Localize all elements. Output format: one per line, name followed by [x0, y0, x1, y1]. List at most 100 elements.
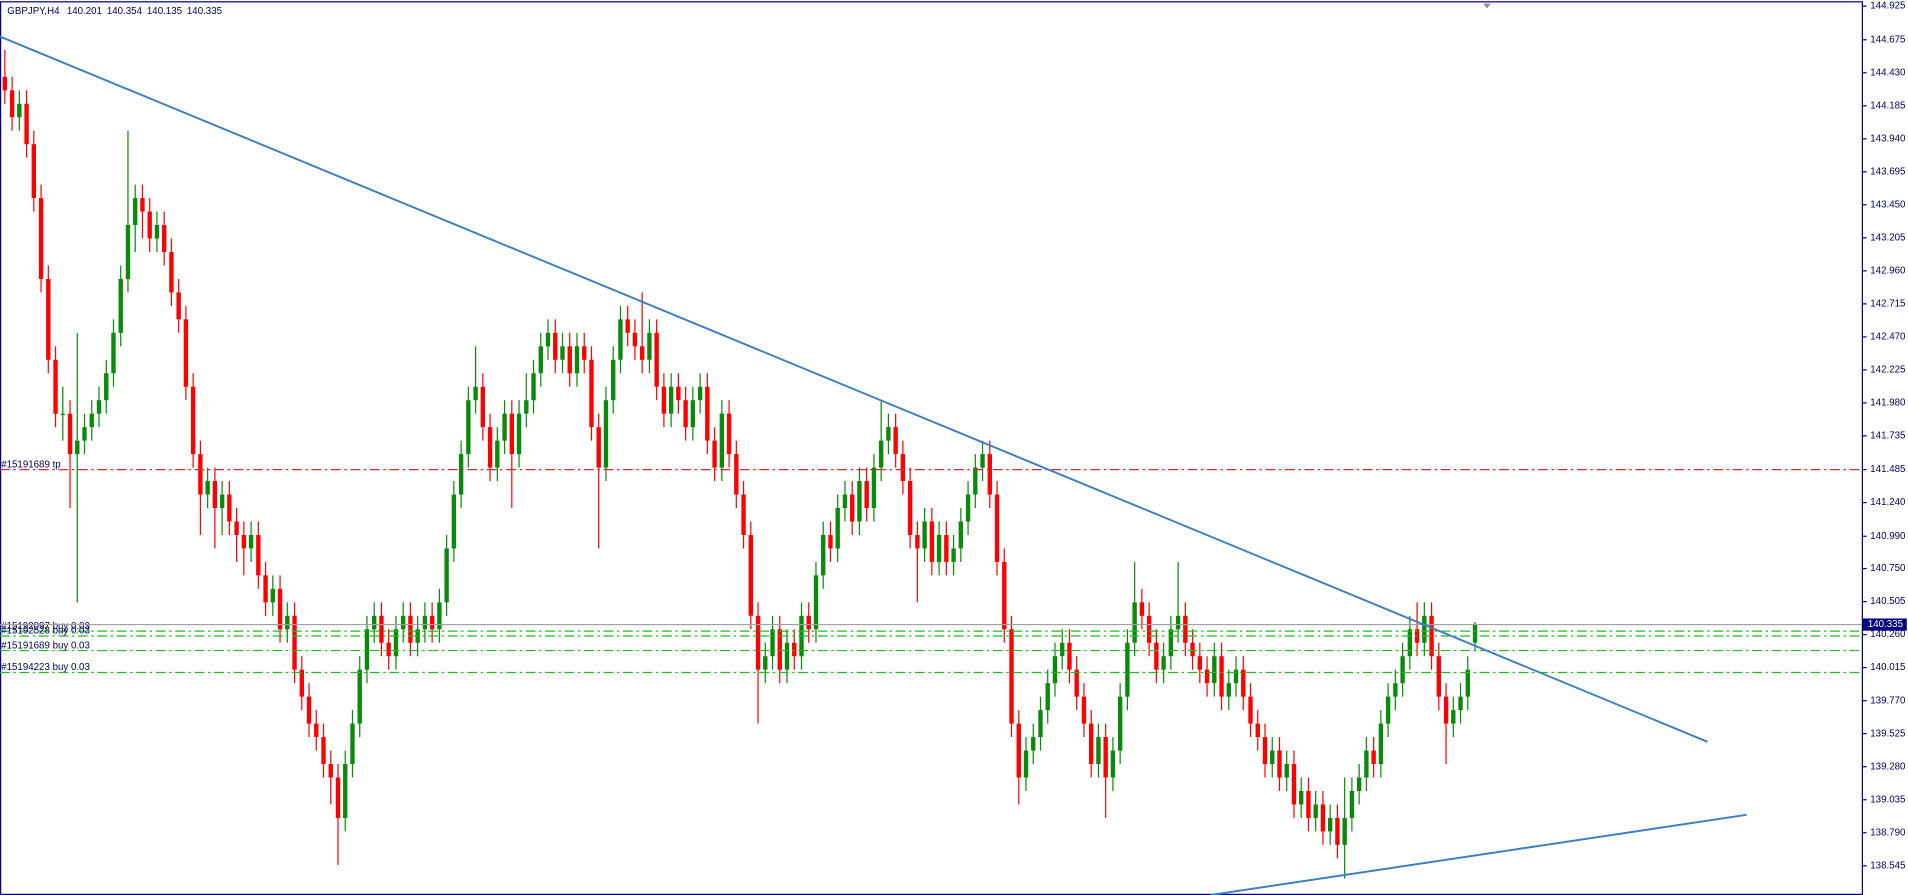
candle-body: [277, 588, 283, 630]
candle-body: [1161, 656, 1166, 670]
candle-body: [466, 400, 471, 455]
candle-body: [285, 615, 290, 630]
y-tick-label: 141.735: [1870, 430, 1905, 441]
candle-body: [480, 386, 486, 428]
candle-body: [212, 481, 218, 509]
candle-body: [1248, 696, 1253, 724]
candle-body: [1313, 804, 1318, 818]
candle-body: [133, 198, 138, 226]
candle-body: [1045, 683, 1050, 711]
y-tick-label: 139.280: [1870, 761, 1906, 772]
high: 140.354: [107, 6, 143, 17]
candle-body: [321, 737, 326, 765]
candle-body: [1371, 750, 1376, 765]
y-tick-label: 144.430: [1870, 67, 1906, 78]
candle-body: [67, 413, 73, 455]
candle-body: [393, 629, 399, 657]
candle-body: [408, 615, 413, 643]
candle-body: [690, 400, 696, 428]
candle-body: [1451, 710, 1456, 724]
candle-body: [1052, 656, 1058, 684]
candle-body: [611, 359, 616, 401]
candle-body: [980, 454, 985, 468]
trendline: [1210, 813, 1747, 895]
candle-body: [1400, 656, 1405, 684]
candle-body: [364, 629, 370, 670]
candle-body: [24, 103, 29, 145]
candle-body: [299, 669, 304, 697]
order-label: #15191689 buy 0.03: [1, 640, 90, 651]
candle-body: [1255, 723, 1260, 738]
candle-body: [792, 642, 797, 657]
candle-body: [567, 346, 572, 374]
candle-body: [176, 292, 181, 320]
candle-body: [574, 346, 580, 374]
candle-body: [618, 319, 623, 360]
candle-body: [697, 386, 703, 401]
candle-body: [118, 278, 123, 333]
y-tick-label: 142.960: [1870, 265, 1906, 276]
candle-body: [379, 615, 384, 643]
candle-body: [545, 332, 551, 347]
plot-frame: [0, 1, 1863, 895]
candle-body: [1067, 642, 1072, 670]
candle-body: [451, 494, 457, 549]
y-tick-label: 140.750: [1870, 563, 1906, 574]
candle-body: [1458, 696, 1463, 711]
candle-body: [437, 602, 442, 630]
candle-body: [104, 373, 109, 401]
candle-body: [1023, 750, 1029, 778]
candle-body: [60, 413, 65, 415]
candle-body: [198, 454, 203, 495]
y-tick-label: 142.225: [1870, 364, 1905, 375]
candle-body: [147, 211, 152, 239]
candle-body: [864, 481, 869, 509]
candle-body: [1299, 790, 1304, 805]
candle-body: [1335, 817, 1340, 845]
price-box: [1862, 618, 1907, 631]
candle-body: [1125, 642, 1130, 697]
candle-body: [1060, 642, 1065, 657]
candle-body: [53, 359, 58, 414]
candle-body: [17, 103, 22, 118]
y-tick-label: 140.505: [1870, 596, 1905, 607]
candle-body: [335, 777, 341, 818]
candle-body: [777, 629, 782, 670]
candle-body: [965, 494, 971, 522]
candle-body: [234, 521, 239, 535]
candle-body: [357, 669, 362, 724]
candle-body: [922, 521, 927, 549]
order-label: #15192528 buy 0.03: [1, 626, 90, 637]
y-tick-label: 140.260: [1870, 629, 1906, 640]
candle-body: [1342, 817, 1347, 845]
candle-body: [1262, 737, 1268, 765]
candle-body: [813, 575, 819, 630]
candle-body: [82, 427, 87, 441]
candle-body: [1385, 696, 1391, 724]
candle-body: [1132, 602, 1137, 643]
candle-body: [726, 413, 732, 455]
y-tick-label: 142.470: [1870, 331, 1906, 342]
candle-body: [1183, 615, 1188, 643]
candle-body: [1016, 723, 1021, 778]
shift-marker: [1483, 3, 1491, 9]
y-tick-label: 140.015: [1870, 662, 1905, 673]
candle-body: [1429, 615, 1434, 657]
candle-body: [1038, 710, 1043, 738]
candle-body: [38, 198, 44, 279]
candle-body: [1349, 790, 1355, 818]
y-tick-label: 144.185: [1870, 100, 1905, 111]
candle-body: [1407, 629, 1413, 657]
candle-body: [1393, 683, 1398, 697]
trendline: [0, 35, 1708, 743]
candle-body: [1443, 696, 1449, 724]
chart-header: GBPJPY,H4 140.201 140.354 140.135 140.335: [7, 6, 222, 17]
candle-body: [96, 400, 102, 414]
candle-body: [1009, 629, 1014, 724]
candle-body: [183, 319, 189, 387]
candle-body: [900, 454, 906, 482]
candle-body: [1233, 669, 1239, 684]
candle-body: [31, 144, 37, 199]
y-tick-label: 139.770: [1870, 695, 1906, 706]
